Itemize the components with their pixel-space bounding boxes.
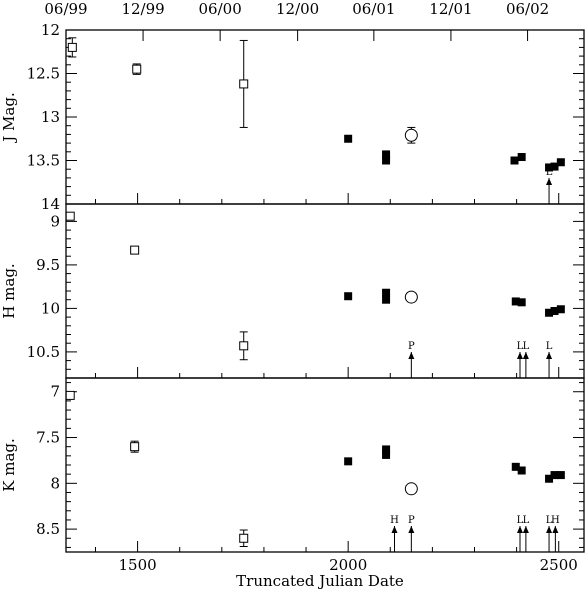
data-point-open-circle: [404, 128, 418, 142]
data-point-open-square: [130, 245, 140, 255]
y-tick-label: 10.5: [27, 343, 60, 361]
y-axis-title: H mag.: [0, 263, 18, 318]
arrow-head: [546, 526, 553, 533]
arrow-label: L: [546, 341, 553, 352]
arrow-label: L: [517, 515, 524, 526]
data-point-filled-square: [344, 292, 353, 301]
arrow-head: [552, 526, 559, 533]
panel-j-band: 12 12.5 13 13.5 14 J Mag. L: [0, 21, 585, 213]
data-point-open-square: [65, 211, 75, 221]
top-date-label: 06/02: [506, 0, 549, 18]
arrow-head: [408, 526, 415, 533]
y-tick-label: 7.5: [36, 429, 60, 447]
data-point-filled-square: [550, 162, 559, 171]
y-tick-label: 7: [50, 383, 60, 401]
y-tick-label: 13: [41, 108, 60, 126]
data-point-filled-square: [382, 156, 391, 165]
data-point-filled-square: [382, 450, 391, 459]
data-point-open-square: [65, 390, 75, 400]
arrow-label: H: [390, 515, 399, 526]
data-point-open-square: [132, 64, 142, 74]
arrow-label: L: [546, 167, 553, 178]
data-point-filled-square: [344, 134, 353, 143]
data-point-filled-square: [517, 466, 526, 475]
data-point-filled-square: [517, 153, 526, 162]
top-date-label: 12/00: [276, 0, 319, 18]
y-axis-title: J Mag.: [0, 92, 18, 143]
data-point-open-circle: [404, 290, 418, 304]
data-point-filled-square: [511, 297, 520, 306]
arrow-label: P: [408, 341, 415, 352]
data-point-filled-square: [344, 457, 353, 466]
y-tick-label: 8: [50, 474, 60, 492]
top-date-label: 12/01: [429, 0, 472, 18]
arrow-head: [546, 178, 553, 185]
data-point-filled-square: [510, 156, 519, 165]
panel-frame: [65, 377, 585, 553]
arrow-label: H: [551, 515, 560, 526]
arrow-head: [522, 352, 529, 359]
arrow-label: L: [546, 515, 553, 526]
arrow-head: [546, 352, 553, 359]
arrow-label: P: [408, 515, 415, 526]
top-date-label: 12/99: [121, 0, 164, 18]
y-tick-label: 10: [41, 299, 60, 317]
y-tick-label: 12.5: [27, 65, 60, 83]
arrow-head: [391, 526, 398, 533]
data-point-filled-square: [545, 474, 554, 483]
top-date-axis: 06/99 12/99 06/00 12/00 06/01 12/01 06/02: [44, 0, 549, 41]
data-point-filled-square: [545, 308, 554, 317]
y-tick-label: 8.5: [36, 520, 60, 538]
data-point-open-square: [239, 533, 249, 543]
y-tick-label: 14: [41, 195, 60, 213]
x-axis-title: Truncated Julian Date: [236, 572, 404, 590]
data-point-filled-square: [556, 158, 565, 167]
data-point-filled-square: [382, 445, 391, 454]
data-point-filled-square: [550, 307, 559, 316]
arrow-head: [408, 352, 415, 359]
panel-frame: [65, 203, 585, 379]
x-tick-label: 2000: [329, 556, 367, 574]
panel-k-band: 77.588.5K mag.H P L L LH: [0, 377, 585, 553]
y-tick-label: 13.5: [27, 152, 60, 170]
data-point-open-circle: [404, 482, 418, 496]
arrow-head: [522, 526, 529, 533]
arrow-label: L: [523, 515, 530, 526]
data-point-filled-square: [382, 150, 391, 159]
y-tick-label: 9.5: [36, 256, 60, 274]
data-point-filled-square: [517, 298, 526, 307]
arrow-head: [516, 526, 523, 533]
data-point-filled-square: [382, 295, 391, 304]
panel-frame: [65, 29, 585, 205]
arrow-label: L: [523, 341, 530, 352]
x-tick-label: 2500: [540, 556, 578, 574]
arrow-label: L: [517, 341, 524, 352]
x-tick-label: 1500: [118, 556, 156, 574]
y-axis-title: K mag.: [0, 438, 18, 492]
arrow-head: [516, 352, 523, 359]
top-date-label: 06/99: [44, 0, 87, 18]
bottom-jd-axis: 1500 2000 2500: [118, 556, 577, 574]
data-point-open-square: [130, 442, 140, 452]
data-point-filled-square: [382, 288, 391, 297]
data-point-filled-square: [556, 471, 565, 480]
data-point-filled-square: [511, 462, 520, 471]
top-date-label: 06/00: [199, 0, 242, 18]
y-tick-label: 9: [50, 212, 60, 230]
top-date-label: 06/01: [352, 0, 395, 18]
data-point-filled-square: [545, 163, 554, 172]
data-point-open-square: [239, 79, 249, 89]
y-tick-label: 12: [41, 21, 60, 39]
data-point-open-square: [67, 42, 77, 52]
data-point-filled-square: [550, 471, 559, 480]
data-point-filled-square: [556, 305, 565, 314]
data-point-open-square: [239, 341, 249, 351]
